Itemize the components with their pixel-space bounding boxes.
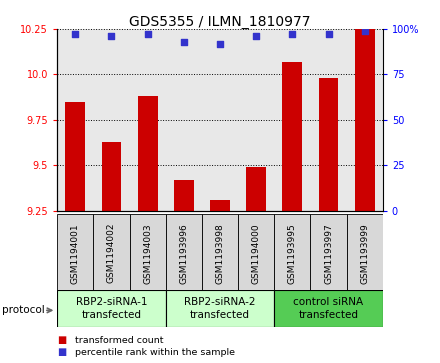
Text: GSM1193997: GSM1193997 (324, 223, 333, 284)
Bar (274, 214, 311, 292)
Bar (282, 62, 302, 211)
Bar (102, 142, 121, 211)
Text: GSM1194000: GSM1194000 (252, 223, 260, 284)
Bar (57, 214, 93, 292)
Bar (355, 29, 375, 211)
Text: GSM1194003: GSM1194003 (143, 223, 152, 284)
Bar (166, 214, 202, 292)
Bar (93, 214, 129, 292)
Text: control siRNA
transfected: control siRNA transfected (293, 297, 363, 320)
Point (180, 39, 187, 45)
Bar (129, 214, 166, 292)
Text: GSM1194001: GSM1194001 (71, 223, 80, 284)
Text: RBP2-siRNA-1
transfected: RBP2-siRNA-1 transfected (76, 297, 147, 320)
Point (72, 32, 79, 37)
Text: GSM1194002: GSM1194002 (107, 223, 116, 284)
Bar (66, 102, 85, 211)
Text: GSM1193995: GSM1193995 (288, 223, 297, 284)
Bar (311, 214, 347, 292)
Bar (174, 180, 194, 211)
Bar (202, 214, 238, 292)
Text: RBP2-siRNA-2
transfected: RBP2-siRNA-2 transfected (184, 297, 256, 320)
Point (289, 32, 296, 37)
Bar (246, 167, 266, 211)
Point (253, 33, 260, 39)
Bar (319, 78, 338, 211)
Text: GSM1193999: GSM1193999 (360, 223, 369, 284)
Point (325, 32, 332, 37)
Text: protocol: protocol (2, 305, 45, 315)
Bar (138, 96, 158, 211)
Bar (238, 214, 274, 292)
Text: GDS5355 / ILMN_1810977: GDS5355 / ILMN_1810977 (129, 15, 311, 29)
Point (144, 32, 151, 37)
Text: ■: ■ (57, 335, 66, 345)
Point (361, 28, 368, 34)
Point (108, 33, 115, 39)
Point (216, 41, 224, 46)
Bar (347, 214, 383, 292)
Text: ■: ■ (57, 347, 66, 357)
Text: percentile rank within the sample: percentile rank within the sample (75, 348, 235, 356)
Bar (57, 290, 166, 327)
Text: GSM1193998: GSM1193998 (216, 223, 224, 284)
Bar (166, 290, 274, 327)
Text: transformed count: transformed count (75, 336, 163, 344)
Text: GSM1193996: GSM1193996 (180, 223, 188, 284)
Bar (274, 290, 383, 327)
Bar (210, 200, 230, 211)
